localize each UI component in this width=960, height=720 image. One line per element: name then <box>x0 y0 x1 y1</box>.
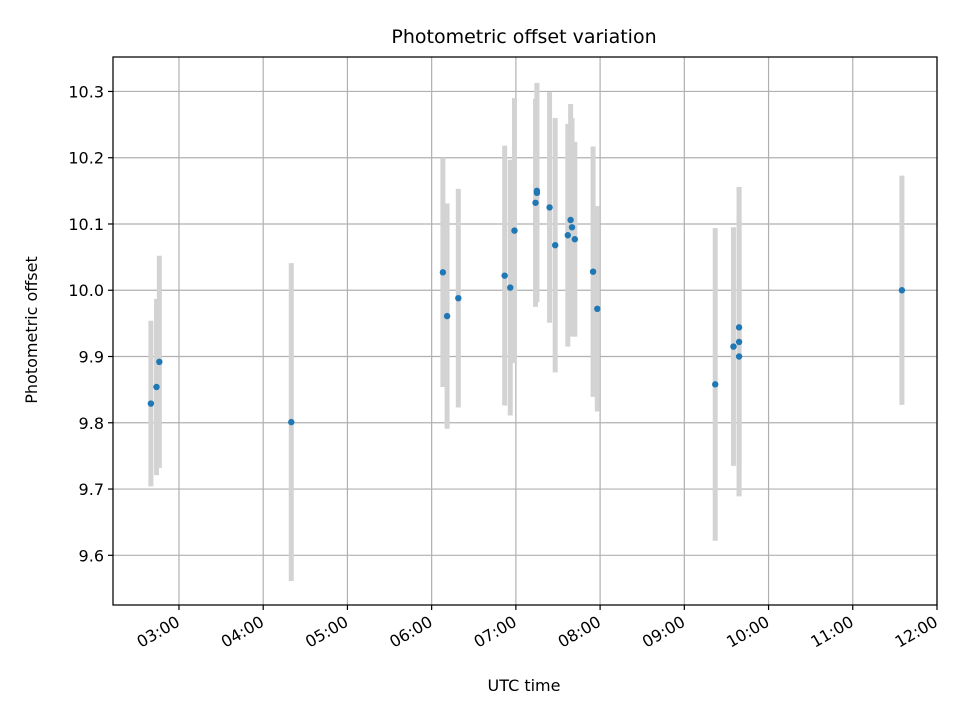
x-tick-label: 04:00 <box>218 612 267 652</box>
chart-title: Photometric offset variation <box>391 26 656 48</box>
data-point <box>898 287 906 294</box>
y-tick-label: 9.8 <box>79 414 104 433</box>
data-point <box>594 305 601 313</box>
data-point <box>501 272 508 279</box>
y-tick-label: 9.9 <box>79 348 104 367</box>
y-axis-ticks: 9.6 9.7 9.8 9.9 10.0 10.1 10.2 10.3 <box>68 82 113 565</box>
data-point <box>147 400 155 407</box>
data-point <box>511 227 518 234</box>
x-axis-ticks: 03:00 04:00 05:00 06:00 07:00 08:00 09:00 10:00… <box>134 605 941 652</box>
y-tick-label: 9.6 <box>79 546 104 565</box>
x-tick-label: 06:00 <box>386 612 435 652</box>
x-tick-label: 05:00 <box>302 612 351 652</box>
data-point <box>730 343 737 350</box>
data-point <box>735 338 743 346</box>
data-points <box>147 187 906 426</box>
y-tick-label: 10.1 <box>68 215 104 234</box>
grid-lines <box>113 57 938 605</box>
data-point <box>567 216 574 224</box>
x-tick-label: 11:00 <box>807 612 856 652</box>
y-tick-label: 10.0 <box>68 281 104 300</box>
data-point <box>589 268 597 275</box>
data-point <box>571 236 579 243</box>
data-point <box>564 232 572 239</box>
x-tick-label: 08:00 <box>555 612 604 652</box>
y-tick-label: 10.2 <box>68 149 104 168</box>
x-axis-label: UTC time <box>488 676 561 695</box>
data-point <box>735 324 743 331</box>
data-point <box>546 204 553 211</box>
data-point <box>455 294 462 302</box>
data-point <box>568 224 576 231</box>
data-point <box>153 383 160 391</box>
x-tick-label: 12:00 <box>892 612 941 652</box>
x-tick-label: 07:00 <box>470 612 519 652</box>
data-point <box>156 358 163 366</box>
x-tick-label: 09:00 <box>639 612 688 652</box>
data-point <box>439 269 447 276</box>
x-tick-label: 03:00 <box>134 612 183 652</box>
data-point <box>443 312 451 320</box>
data-point <box>532 199 539 206</box>
y-tick-label: 10.3 <box>68 82 104 101</box>
data-point <box>533 189 541 197</box>
data-point <box>712 381 719 388</box>
data-point <box>288 418 295 426</box>
y-axis-label: Photometric offset <box>22 256 41 404</box>
data-point <box>551 241 559 249</box>
plot-frame <box>112 56 938 606</box>
data-point <box>507 284 514 291</box>
y-tick-label: 9.7 <box>79 480 104 499</box>
x-tick-label: 10:00 <box>723 612 772 652</box>
data-point <box>735 353 743 360</box>
